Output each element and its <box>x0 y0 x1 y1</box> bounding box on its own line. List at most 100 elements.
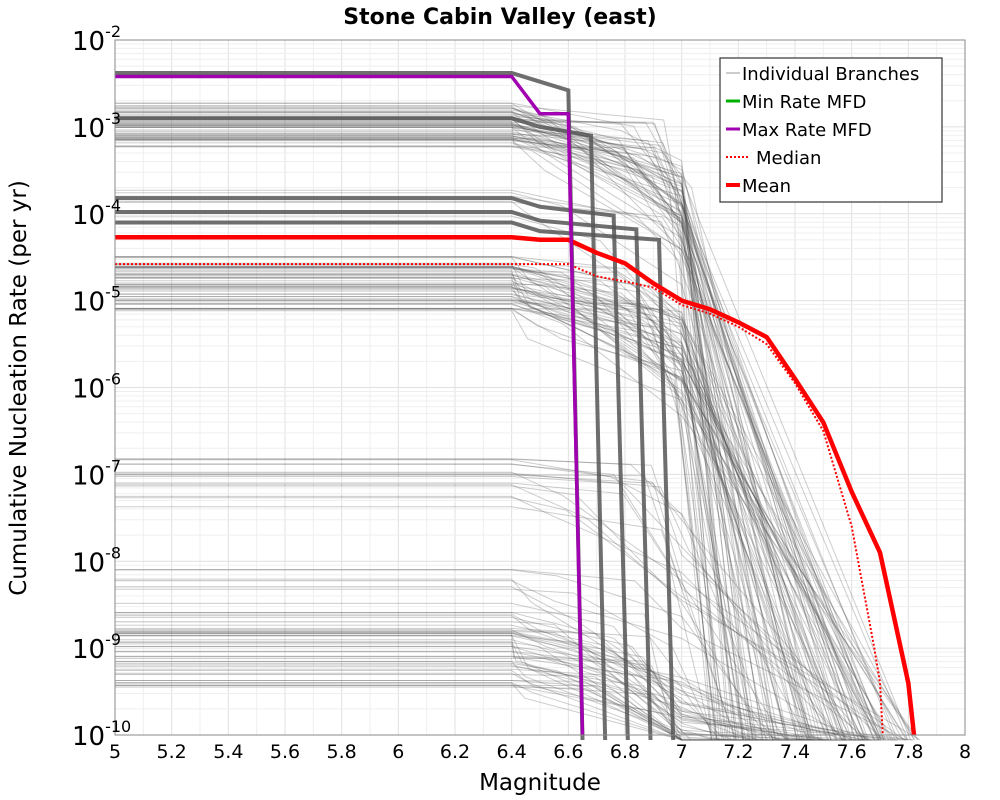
x-tick-label: 6.2 <box>440 741 470 763</box>
branch-line <box>115 298 755 741</box>
branch-line <box>115 463 786 741</box>
branch-line <box>115 680 836 741</box>
branch-line <box>115 580 851 741</box>
x-tick-labels: 5 5.2 5.4 5.6 5.8 6 6.2 6.4 6.6 6.8 7 7.2 7.4 7.6 7.8 8 <box>109 741 971 763</box>
branch-line <box>115 686 815 741</box>
legend-label-branches: Individual Branches <box>742 64 919 85</box>
branch-line <box>115 125 823 741</box>
branch-line <box>115 656 826 741</box>
branch-line <box>115 138 853 741</box>
x-tick-label: 6 <box>392 741 404 763</box>
branch-line <box>115 201 882 741</box>
branch-line <box>115 308 728 741</box>
branch-line-bold <box>115 116 608 741</box>
branch-line <box>115 135 887 741</box>
branch-line <box>115 125 857 741</box>
x-tick-label: 5.4 <box>213 741 243 763</box>
branch-line <box>115 645 869 741</box>
branch-line <box>115 136 866 741</box>
branch-line <box>115 201 832 741</box>
branch-line <box>115 300 882 741</box>
branch-line <box>115 123 820 741</box>
individual-branches <box>115 71 921 741</box>
branch-line <box>115 629 831 741</box>
branch-line <box>115 613 720 741</box>
branch-line <box>115 284 890 741</box>
branch-line <box>115 290 815 741</box>
branch-line <box>115 113 744 741</box>
branch-line <box>115 137 757 741</box>
branch-line <box>115 127 754 741</box>
branch-line <box>115 266 832 741</box>
y-tick-label: 10-3 <box>72 109 121 144</box>
branch-line <box>115 273 904 741</box>
plot-frame <box>114 39 966 736</box>
branch-line <box>115 658 866 741</box>
branch-line <box>115 308 880 741</box>
branch-line <box>115 646 764 741</box>
branch-line <box>115 661 822 741</box>
branch-line <box>115 294 756 741</box>
branch-line <box>115 139 798 741</box>
branch-line <box>115 458 774 741</box>
y-tick-label: 10-7 <box>72 456 121 491</box>
x-tick-label: 5 <box>109 741 121 763</box>
branch-line <box>115 569 906 741</box>
branch-line <box>115 674 907 741</box>
legend-label-max: Max Rate MFD <box>742 120 872 141</box>
branch-line <box>115 621 819 741</box>
branch-line <box>115 285 907 741</box>
branch-line <box>115 639 783 741</box>
y-axis-label: Cumulative Nucleation Rate (per yr) <box>6 180 32 596</box>
branch-line <box>115 685 863 741</box>
branch-line <box>115 296 750 741</box>
branch-line <box>115 670 803 741</box>
branch-line <box>115 277 845 741</box>
series-max-rate-mfd <box>115 74 585 736</box>
branch-line <box>115 107 737 741</box>
branch-line <box>115 304 828 741</box>
branch-line <box>115 299 885 741</box>
branch-line <box>115 138 882 741</box>
branch-line <box>115 459 809 741</box>
branch-line <box>115 270 716 741</box>
branch-line <box>115 631 726 741</box>
branch-line <box>115 569 775 741</box>
branch-line <box>115 631 897 741</box>
branch-line <box>115 105 718 741</box>
x-tick-label: 7.8 <box>893 741 923 763</box>
branch-line <box>115 615 823 741</box>
branch-line <box>115 643 758 741</box>
y-tick-labels: 10-10 10-9 10-8 10-7 10-6 10-5 10-4 10-3 10-2 <box>72 22 131 752</box>
branch-line <box>115 276 894 741</box>
y-tick-label: 10-10 <box>72 717 131 752</box>
branch-line <box>115 277 851 741</box>
branch-line <box>115 463 867 741</box>
y-tick-label: 10-2 <box>72 22 121 57</box>
branch-line <box>115 602 752 741</box>
branch-line <box>115 495 845 741</box>
branch-line <box>115 120 751 741</box>
branch-line <box>115 289 790 741</box>
branch-line <box>115 124 841 741</box>
branch-line <box>115 632 753 741</box>
branch-line <box>115 145 866 741</box>
branch-line <box>115 632 872 741</box>
branch-line <box>115 271 798 741</box>
branch-line <box>115 135 838 741</box>
branch-line-bold <box>115 210 653 741</box>
branch-line <box>115 302 747 741</box>
branch-line <box>115 122 803 741</box>
branch-line <box>115 257 837 741</box>
branch-line <box>115 642 774 741</box>
y-tick-label: 10-8 <box>72 543 121 578</box>
x-axis-label: Magnitude <box>479 770 601 796</box>
y-tick-label: 10-9 <box>72 630 121 665</box>
branch-line <box>115 616 914 741</box>
branch-line <box>115 107 720 741</box>
x-tick-label: 5.2 <box>157 741 187 763</box>
branch-line <box>115 129 885 741</box>
branch-line <box>115 472 844 741</box>
x-tick-label: 7.2 <box>723 741 753 763</box>
